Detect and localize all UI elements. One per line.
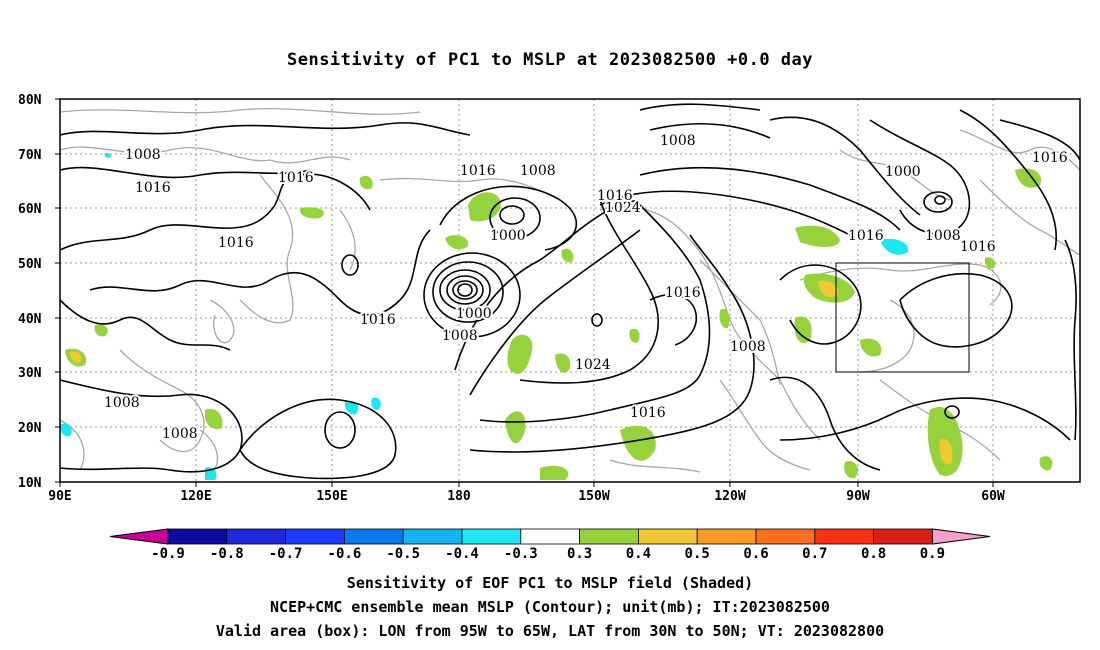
colorbar-label: -0.9 [151, 546, 185, 562]
contour-label: 1016 [218, 235, 254, 251]
lat-label: 10N [18, 476, 42, 491]
lat-label: 80N [18, 93, 42, 108]
contour-label: 1000 [456, 306, 492, 322]
lon-label: 90E [48, 489, 71, 504]
colorbar-swatch [520, 528, 580, 545]
lon-label: 120E [180, 489, 211, 504]
colorbar-swatch [461, 528, 522, 545]
mslp-contours [59, 103, 1081, 480]
contour-label: 1000 [885, 164, 921, 180]
lat-label: 40N [18, 312, 42, 327]
colorbar-label: -0.6 [328, 546, 362, 562]
colorbar-label: 0.6 [743, 546, 768, 562]
colorbar-label: -0.3 [504, 546, 538, 562]
contour-label: 1024 [605, 200, 641, 216]
valid-area-box [835, 262, 970, 373]
caption-line-3: Valid area (box): LON from 95W to 65W, L… [215, 622, 885, 640]
contour-label: 1008 [730, 339, 766, 355]
lon-label: 60W [981, 489, 1005, 504]
colorbar-label: -0.5 [386, 546, 420, 562]
colorbar-swatch [402, 528, 463, 545]
colorbar-swatch [579, 528, 639, 545]
contour-label: 1008 [442, 328, 478, 344]
map-panel: 1008 1016 1016 1016 1016 1008 1000 1016 … [18, 93, 1081, 504]
caption-line-2: NCEP+CMC ensemble mean MSLP (Contour); u… [270, 598, 830, 616]
contour-label: 1008 [660, 133, 696, 149]
contour-label: 1016 [960, 239, 996, 255]
contour-label: 1016 [278, 170, 314, 186]
sensitivity-shading [60, 152, 1053, 480]
contour-label: 1016 [630, 405, 666, 421]
caption-line-1: Sensitivity of EOF PC1 to MSLP field (Sh… [346, 574, 754, 592]
contour-label: 1024 [575, 357, 611, 373]
colorbar-swatch [873, 528, 933, 545]
contour-label: 1016 [135, 180, 171, 196]
lon-label: 120W [714, 489, 745, 504]
contour-labels: 1008 1016 1016 1016 1016 1008 1000 1016 … [102, 131, 1070, 444]
lon-label: 150E [316, 489, 347, 504]
colorbar: -0.9 -0.8 -0.7 -0.6 -0.5 -0.4 -0.3 0.3 0.4 0.5 0.6… [109, 528, 991, 562]
colorbar-swatch [638, 528, 698, 545]
lon-label: 150W [578, 489, 609, 504]
lat-label: 20N [18, 421, 42, 436]
colorbar-swatch [755, 528, 816, 545]
contour-label: 1016 [360, 312, 396, 328]
colorbar-label: -0.8 [210, 546, 244, 562]
colorbar-swatch [696, 528, 757, 545]
lat-label: 30N [18, 366, 42, 381]
lat-label: 60N [18, 202, 42, 217]
colorbar-swatch [285, 528, 345, 545]
plot-title: Sensitivity of PC1 to MSLP at 2023082500… [286, 50, 813, 70]
colorbar-label: 0.9 [920, 546, 945, 562]
colorbar-label: 0.5 [685, 546, 710, 562]
contour-label: 1016 [665, 285, 701, 301]
colorbar-label: 0.7 [802, 546, 827, 562]
colorbar-low-arrow [109, 528, 169, 545]
colorbar-label: 0.3 [567, 546, 592, 562]
lon-label: 90W [846, 489, 870, 504]
colorbar-swatch [814, 528, 874, 545]
colorbar-high-arrow [931, 528, 991, 545]
colorbar-swatch [167, 528, 228, 545]
axis-ticks [55, 98, 994, 487]
colorbar-label: 0.4 [626, 546, 651, 562]
contour-label: 1016 [597, 188, 633, 204]
contour-label: 1008 [104, 395, 140, 411]
contour-label: 1016 [460, 163, 496, 179]
contour-label: 1008 [925, 228, 961, 244]
contour-label: 1016 [1032, 150, 1068, 166]
contour-label: 1016 [848, 228, 884, 244]
lat-label: 50N [18, 257, 42, 272]
colorbar-swatch [343, 528, 404, 545]
lat-label: 70N [18, 148, 42, 163]
colorbar-label: -0.4 [445, 546, 479, 562]
lon-label: 180 [447, 489, 471, 504]
longitude-labels: 90E 120E 150E 180 150W 120W 90W 60W [48, 489, 1005, 504]
colorbar-swatch [226, 528, 287, 545]
contour-label: 1000 [490, 228, 526, 244]
latitude-labels: 80N 70N 60N 50N 40N 30N 20N 10N [18, 93, 42, 491]
contour-label: 1008 [162, 426, 198, 442]
contour-label: 1008 [520, 163, 556, 179]
contour-label: 1008 [125, 147, 161, 163]
colorbar-label: 0.8 [861, 546, 886, 562]
colorbar-label: -0.7 [269, 546, 303, 562]
